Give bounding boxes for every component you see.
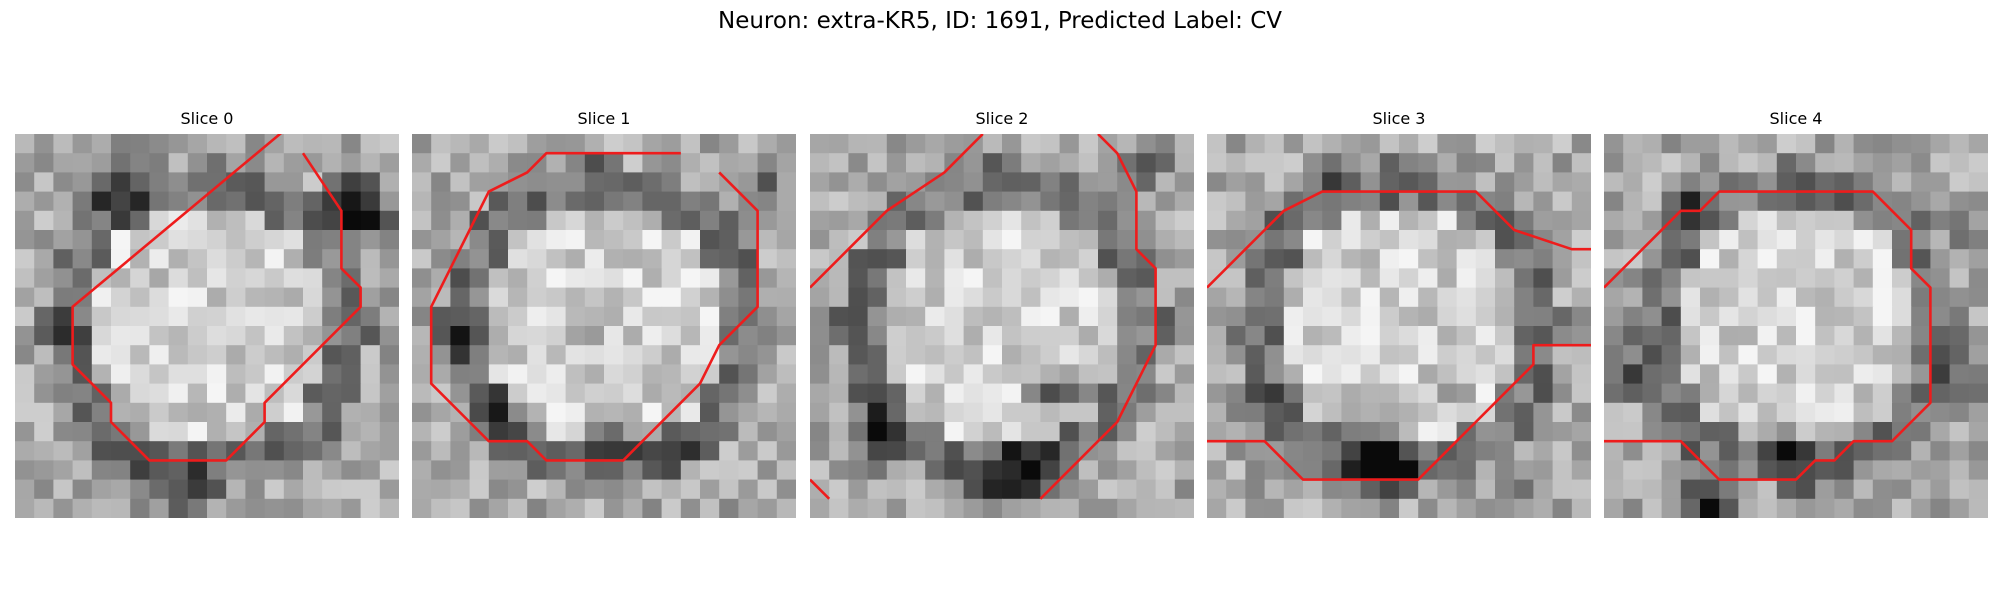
micrograph-image bbox=[1604, 134, 1988, 518]
segmentation-contour bbox=[810, 134, 984, 289]
micrograph-image bbox=[810, 134, 1194, 518]
figure-title: Neuron: extra-KR5, ID: 1691, Predicted L… bbox=[717, 8, 1283, 34]
slice-title: Slice 1 bbox=[577, 109, 631, 128]
slice-title: Slice 2 bbox=[975, 109, 1029, 128]
micrograph-image bbox=[1207, 134, 1591, 518]
slice-title: Slice 3 bbox=[1372, 109, 1426, 128]
micrograph-image bbox=[15, 134, 399, 518]
segmentation-contour bbox=[1207, 343, 1591, 481]
segmentation-contour bbox=[1604, 190, 1932, 481]
pixel-grid bbox=[1604, 134, 1988, 518]
segmentation-contour bbox=[1039, 134, 1157, 500]
pixel-grid bbox=[1207, 134, 1591, 518]
slice-title: Slice 0 bbox=[180, 109, 234, 128]
segmentation-contour bbox=[810, 478, 831, 500]
micrograph-image bbox=[412, 134, 796, 518]
pixel-grid bbox=[412, 134, 796, 518]
segmentation-contour bbox=[429, 151, 759, 462]
segmentation-contour bbox=[1207, 190, 1591, 289]
slice-title: Slice 4 bbox=[1769, 109, 1823, 128]
segmentation-contour bbox=[71, 134, 362, 462]
pixel-grid bbox=[15, 134, 399, 518]
pixel-grid bbox=[810, 134, 1194, 518]
